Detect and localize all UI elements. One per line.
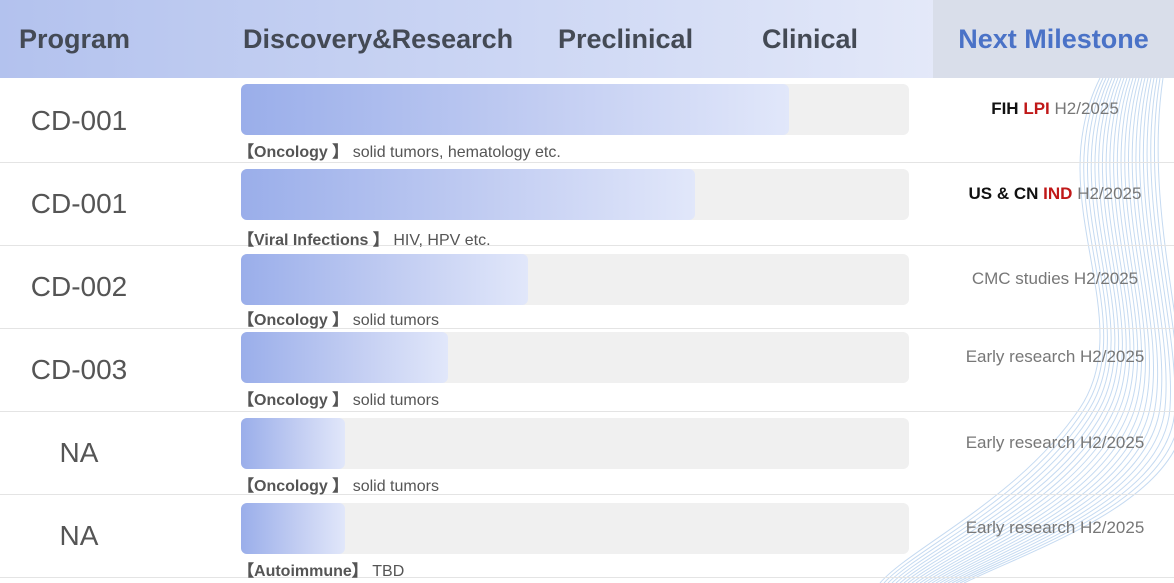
milestone-timing: Early research H2/2025 [965,433,1145,452]
wave-line [939,78,1159,583]
progress-fill [241,503,345,554]
milestone-event: US & CN [968,184,1039,203]
indication-text: TBD [372,563,405,580]
table-row: CD-001 【Oncology 】 solid tumors, hematolo… [0,79,1174,163]
next-milestone: Early research H2/2025 [935,518,1174,538]
indication-description: 【Oncology 】 solid tumors [238,478,439,495]
milestone-timing: H2/2025 [1077,184,1142,203]
milestone-timing: H2/2025 [1054,99,1119,118]
program-name: CD-001 [30,105,128,136]
header-clinical: Clinical [762,24,859,54]
therapeutic-area: Oncology [254,392,328,409]
progress-track [241,169,909,220]
wave-line [927,78,1147,583]
wave-line [959,78,1174,583]
milestone-highlight: LPI [1023,99,1050,118]
milestone-event: FIH [991,99,1019,118]
progress-track [241,418,909,469]
table-row: NA 【Autoimmune】 TBD Early research H2/2025 [0,494,1174,580]
program-name: NA [59,520,99,551]
wave-line [951,78,1172,583]
progress-track [241,84,909,135]
program-name: CD-001 [30,188,128,219]
progress-track [241,254,909,305]
wave-line [911,78,1131,583]
indication-text: solid tumors [352,312,439,329]
wave-line [891,78,1112,583]
indication-description: 【Oncology 】 solid tumors [238,392,439,409]
header-discovery-research: Discovery&Research [243,24,514,54]
next-milestone: US & CN IND H2/2025 [935,184,1174,204]
indication-description: 【Oncology 】 solid tumors, hematology etc… [238,144,561,161]
next-milestone: Early research H2/2025 [935,433,1174,453]
wave-line [963,78,1174,583]
progress-fill [241,254,529,305]
wave-line [903,78,1123,583]
next-milestone: CMC studies H2/2025 [935,269,1174,289]
decorative-wave-lines [879,78,1174,583]
wave-line [907,78,1127,583]
wave-line [931,78,1151,583]
wave-line [935,78,1154,583]
therapeutic-area: Oncology [254,144,328,161]
milestone-timing: Early research H2/2025 [965,347,1145,366]
table-row: CD-003 【Oncology 】 solid tumors Early rese… [0,328,1174,412]
wave-line [919,78,1139,583]
wave-line [955,78,1174,583]
wave-line [947,78,1167,583]
wave-line [923,78,1143,583]
indication-description: 【Viral Infections 】 HIV, HPV etc. [238,232,491,249]
next-milestone: Early research H2/2025 [935,347,1174,367]
milestone-timing: CMC studies H2/2025 [971,269,1139,288]
indication-text: HIV, HPV etc. [393,232,491,249]
therapeutic-area: Viral Infections [254,232,369,249]
table-header: Program Discovery&Research Preclinical C… [0,0,1174,78]
header-next-milestone: Next Milestone [933,0,1174,78]
therapeutic-area: Autoimmune [254,563,352,580]
milestone-timing: Early research H2/2025 [965,518,1145,537]
progress-fill [241,169,696,220]
program-name: CD-003 [30,354,128,385]
therapeutic-area: Oncology [254,312,328,329]
indication-description: 【Oncology 】 solid tumors [238,312,439,329]
wave-line [943,78,1163,583]
header-preclinical: Preclinical [558,24,694,54]
table-row: CD-002 【Oncology 】 solid tumors CMC studie… [0,245,1174,329]
program-name: CD-002 [30,271,128,302]
wave-line [887,78,1108,583]
indication-text: solid tumors [352,478,439,495]
next-milestone: FIH LPI H2/2025 [935,99,1174,119]
wave-line [899,78,1120,583]
therapeutic-area: Oncology [254,478,328,495]
progress-fill [241,418,345,469]
indication-description: 【Autoimmune】 TBD [238,563,405,580]
milestone-highlight: IND [1043,184,1073,203]
progress-track [241,503,909,554]
wave-line [883,78,1105,583]
progress-fill [241,84,789,135]
table-row: NA 【Oncology 】 solid tumors Early research… [0,411,1174,495]
wave-line [895,78,1116,583]
header-program: Program [19,24,131,54]
wave-line [879,78,1101,583]
indication-text: solid tumors, hematology etc. [352,144,561,161]
table-row: CD-001 【Viral Infections 】 HIV, HPV etc. U… [0,162,1174,249]
program-name: NA [59,437,99,468]
wave-line [915,78,1135,583]
progress-fill [241,332,449,383]
indication-text: solid tumors [352,392,439,409]
progress-track [241,332,909,383]
